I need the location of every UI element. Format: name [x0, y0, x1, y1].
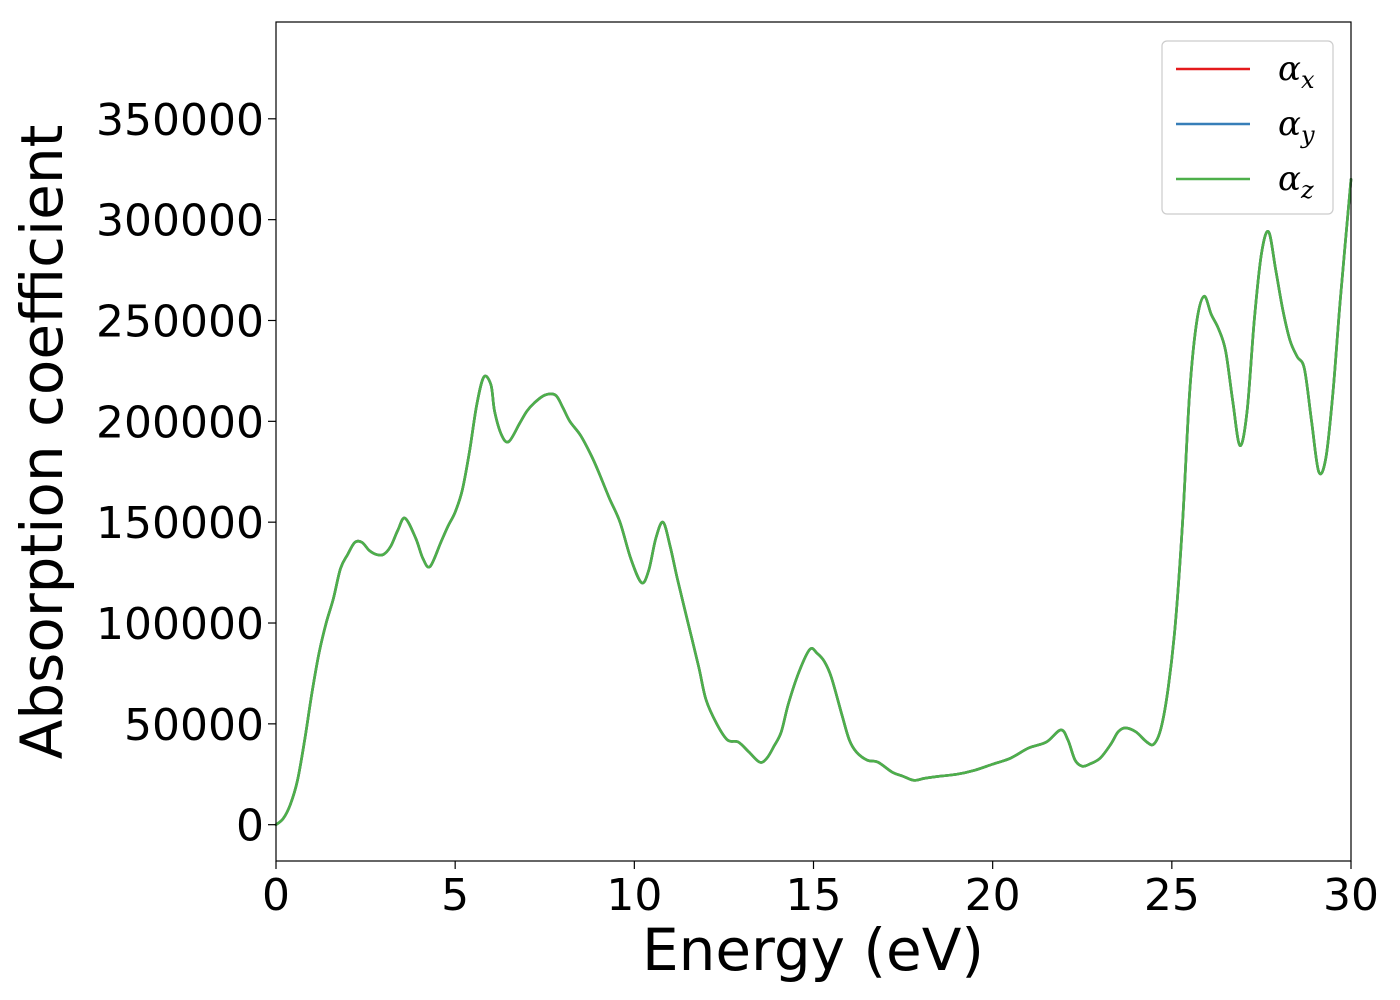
y-tick-label: 100000 [96, 599, 264, 650]
y-axis-title: Absorption coefficient [8, 125, 76, 760]
x-tick-label: 0 [262, 870, 290, 921]
x-tick-label: 30 [1323, 870, 1379, 921]
series-lines [274, 178, 1353, 826]
x-tick-label: 15 [786, 870, 842, 921]
x-tick-label: 10 [606, 870, 662, 921]
x-tick-label: 25 [1144, 870, 1200, 921]
x-tick-label: 20 [965, 870, 1021, 921]
legend-subscript: x [1301, 66, 1315, 94]
x-axis-title: Energy (eV) [642, 916, 984, 984]
legend-subscript: z [1300, 176, 1314, 204]
y-tick-label: 50000 [124, 700, 264, 751]
y-tick-label: 200000 [96, 397, 264, 448]
series-line-z [274, 178, 1353, 826]
y-tick-label: 300000 [96, 196, 264, 247]
x-tick-label: 5 [441, 870, 469, 921]
y-tick-label: 0 [236, 801, 264, 852]
y-tick-label: 350000 [96, 95, 264, 146]
y-tick-label: 250000 [96, 296, 264, 347]
legend-subscript: y [1300, 121, 1315, 149]
y-tick-label: 150000 [96, 498, 264, 549]
legend-box [1161, 40, 1334, 215]
y-axis-ticks: 0 50000 100000 150000 200000 250000 300000 3500… [96, 95, 276, 852]
x-axis-ticks: 0 5 10 15 20 25 30 [262, 861, 1379, 921]
